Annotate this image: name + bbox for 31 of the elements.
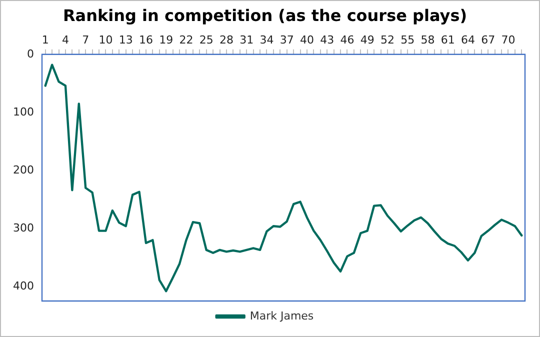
y-tick-label: 300 [12,221,34,234]
chart-title: Ranking in competition (as the course plays) [62,6,468,25]
x-tick-label: 25 [199,34,214,47]
x-tick-label: 61 [440,34,455,47]
x-tick-label: 43 [320,34,334,47]
x-tick-label: 55 [400,34,415,47]
x-tick-label: 16 [138,34,153,47]
x-tick-label: 31 [240,34,254,47]
x-tick-label: 7 [82,34,90,47]
x-tick-label: 70 [501,34,516,47]
x-tick-label: 19 [159,34,174,47]
x-tick-label: 13 [118,34,133,47]
x-tick-label: 52 [380,34,394,47]
x-tick-label: 49 [360,34,374,47]
x-tick-label: 1 [42,34,49,47]
x-tick-label: 28 [219,34,234,47]
y-tick-label: 100 [12,105,34,118]
x-tick-label: 64 [460,34,475,47]
x-tick-label: 40 [300,34,314,47]
x-tick-label: 37 [280,34,294,47]
legend-label: Mark James [250,309,314,322]
x-tick-label: 22 [179,34,194,47]
x-tick-label: 4 [62,34,69,47]
x-tick-label: 67 [481,34,496,47]
y-tick-label: 0 [26,47,34,60]
x-tick-label: 10 [98,34,113,47]
x-tick-label: 46 [340,34,354,47]
x-tick-label: 34 [260,34,274,47]
y-tick-label: 400 [12,279,34,292]
y-tick-label: 200 [12,163,34,176]
x-tick-label: 58 [420,34,435,47]
